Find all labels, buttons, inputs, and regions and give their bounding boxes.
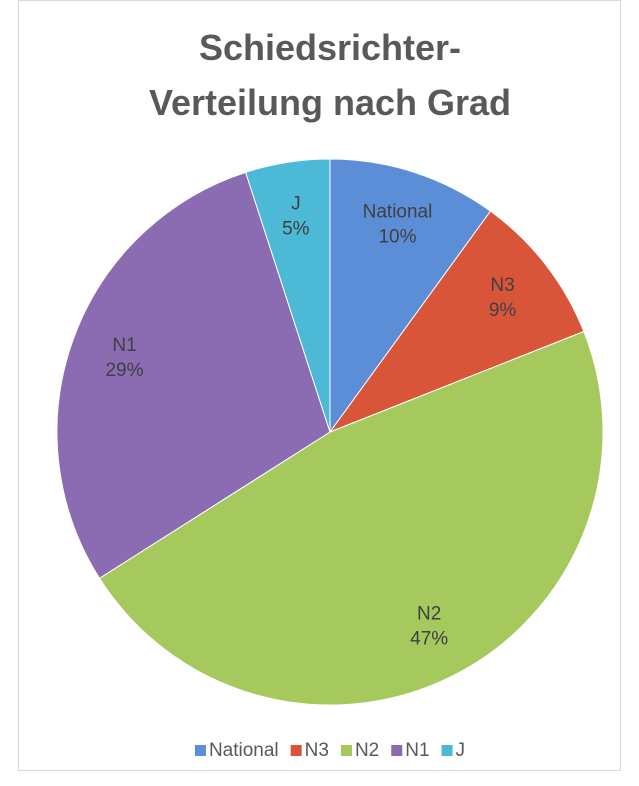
slice-label: N1 xyxy=(112,335,136,356)
pie-slice xyxy=(98,330,604,706)
slice-label: N3 xyxy=(490,275,514,296)
legend-label: J xyxy=(456,740,466,761)
legend-marker xyxy=(194,745,206,756)
slice-value-label: 10% xyxy=(378,226,416,247)
slice-label: N2 xyxy=(417,604,441,625)
pie-slice xyxy=(329,158,492,434)
slice-label: National xyxy=(363,201,433,222)
pie-slice xyxy=(245,158,331,433)
slice-value-label: 29% xyxy=(105,360,143,381)
legend: National N3 N2 N1 J xyxy=(194,740,466,761)
legend-marker xyxy=(340,745,352,756)
legend-label: N2 xyxy=(355,740,379,761)
pie-slice xyxy=(328,210,585,434)
legend-label: National xyxy=(209,740,279,761)
legend-label: N3 xyxy=(305,740,329,761)
legend-marker xyxy=(290,745,302,756)
legend-marker xyxy=(441,745,453,756)
legend-marker xyxy=(391,745,403,756)
slice-label: J xyxy=(291,193,301,214)
slice-value-label: 5% xyxy=(282,218,310,239)
chart-title: Schiedsrichter-Verteilung nach Grad xyxy=(149,27,511,123)
slice-value-label: 47% xyxy=(410,629,448,650)
legend-label: N1 xyxy=(405,740,429,761)
slice-value-label: 9% xyxy=(489,300,517,321)
pie-slice xyxy=(56,171,331,579)
